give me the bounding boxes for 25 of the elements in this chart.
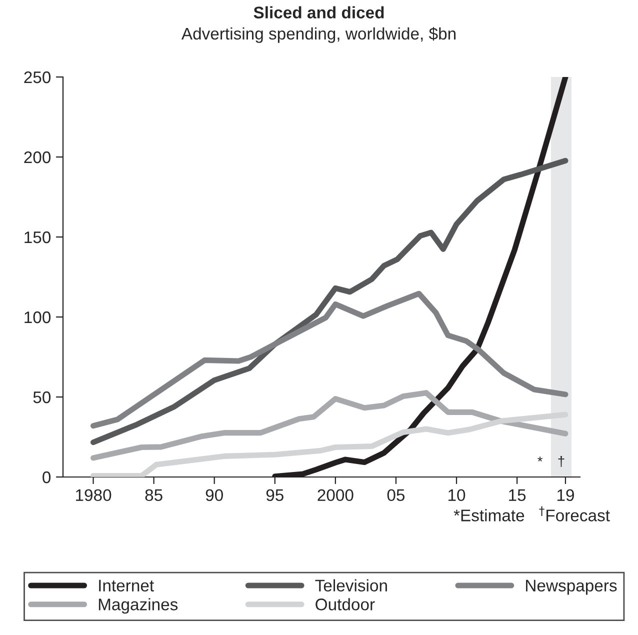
- y-tick-label: 150: [24, 231, 51, 244]
- y-tick-label: 100: [24, 311, 51, 324]
- y-tick-label: 0: [42, 471, 51, 484]
- legend-label: Newspapers: [526, 580, 617, 595]
- x-tick-label: 10: [448, 489, 466, 502]
- x-tick-label: 1980: [76, 489, 112, 502]
- chart-title: Sliced and diced: [254, 6, 384, 18]
- annotation: *: [538, 456, 543, 462]
- x-tick-label: 95: [266, 489, 284, 502]
- chart-subtitle: Advertising spending, worldwide, $bn: [181, 27, 456, 43]
- legend-label: Internet: [99, 580, 154, 592]
- x-tick-label: 15: [509, 489, 526, 502]
- legend-label: Magazines: [98, 598, 178, 614]
- band-label: †: [558, 456, 564, 468]
- x-tick-label: 19: [557, 489, 574, 502]
- x-tick-label: 90: [206, 489, 223, 502]
- y-tick-label: 200: [24, 151, 51, 164]
- y-tick-label: 50: [33, 391, 51, 404]
- x-tick-label: 2000: [318, 489, 354, 502]
- x-tick-label: 85: [145, 489, 162, 502]
- x-tick-label: 05: [387, 489, 405, 502]
- legend-label: Television: [315, 579, 387, 592]
- text: *Estimate $^{†}$Forecast: [454, 506, 610, 522]
- legend-label: Outdoor: [316, 598, 375, 610]
- y-tick-label: 250: [24, 71, 51, 84]
